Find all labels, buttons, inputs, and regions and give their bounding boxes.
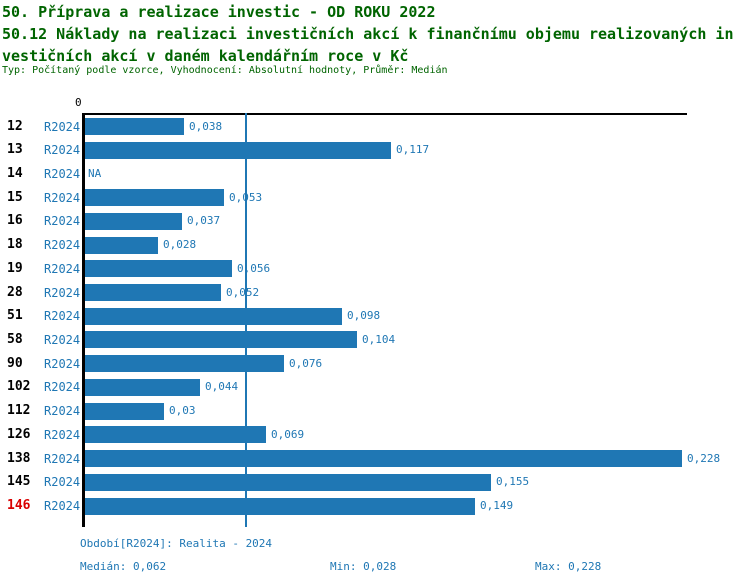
value-label: 0,053 <box>229 190 263 204</box>
period-label: R2024 <box>44 214 81 229</box>
category-label: 12 <box>7 118 23 134</box>
period-label: R2024 <box>44 499 81 514</box>
chart-meta: Typ: Počítaný podle vzorce, Vyhodnocení:… <box>2 65 448 76</box>
value-label: 0,228 <box>687 451 721 465</box>
period-label: R2024 <box>44 451 81 466</box>
period-label: R2024 <box>44 238 81 253</box>
bar <box>85 473 491 491</box>
x-axis-line <box>84 113 687 115</box>
bar <box>85 118 184 135</box>
period-caption: Období[R2024]: Realita - 2024 <box>80 537 273 550</box>
value-label: 0,117 <box>396 143 430 157</box>
value-label: 0,044 <box>205 380 239 394</box>
bar <box>85 236 158 254</box>
bar <box>85 212 182 230</box>
value-label: 0,03 <box>169 404 196 418</box>
bar <box>85 497 475 515</box>
chart-subtitle-line2: vestičních akcí v daném kalendářním roce… <box>2 47 409 65</box>
category-label: 15 <box>7 189 23 205</box>
category-label: 16 <box>7 213 23 229</box>
bar <box>85 450 682 468</box>
category-label: 90 <box>7 355 23 371</box>
median-stat: Medián: 0,062 <box>80 560 167 573</box>
category-label: 146 <box>7 498 31 514</box>
category-label: 145 <box>7 474 31 490</box>
period-label: R2024 <box>44 475 81 490</box>
bar <box>85 331 357 349</box>
bar <box>85 426 266 444</box>
category-label: 112 <box>7 403 31 419</box>
value-label: 0,056 <box>237 261 271 275</box>
category-label: 28 <box>7 284 23 300</box>
period-label: R2024 <box>44 356 81 371</box>
bar <box>85 355 284 373</box>
category-label: 51 <box>7 308 23 324</box>
value-label: 0,069 <box>271 427 305 441</box>
category-label: 18 <box>7 237 23 253</box>
period-label: R2024 <box>44 404 81 419</box>
period-label: R2024 <box>44 166 81 181</box>
category-label: 13 <box>7 142 23 158</box>
value-label: 0,052 <box>226 285 260 299</box>
bar <box>85 378 200 396</box>
y-axis-line <box>82 113 85 527</box>
period-label: R2024 <box>44 332 81 347</box>
category-label: 102 <box>7 379 31 395</box>
chart-subtitle-line1: 50.12 Náklady na realizaci investičních … <box>2 25 734 43</box>
period-label: R2024 <box>44 380 81 395</box>
category-label: 19 <box>7 260 23 276</box>
value-label: 0,076 <box>289 356 323 370</box>
axis-zero-label: 0 <box>75 96 82 109</box>
period-label: R2024 <box>44 190 81 205</box>
category-label: 126 <box>7 426 31 442</box>
category-label: 138 <box>7 450 31 466</box>
value-label: 0,155 <box>496 475 530 489</box>
na-label: NA <box>88 166 102 180</box>
chart-title: 50. Příprava a realizace investic - OD R… <box>2 3 436 21</box>
value-label: 0,098 <box>347 309 381 323</box>
period-label: R2024 <box>44 427 81 442</box>
bar <box>85 189 224 207</box>
value-label: 0,038 <box>189 119 223 133</box>
min-stat: Min: 0,028 <box>330 560 397 573</box>
category-label: 58 <box>7 331 23 347</box>
max-stat: Max: 0,228 <box>535 560 602 573</box>
bar <box>85 260 232 278</box>
value-label: 0,104 <box>362 332 396 346</box>
bar <box>85 284 221 302</box>
bar <box>85 141 391 159</box>
bar <box>85 307 342 325</box>
period-label: R2024 <box>44 309 81 324</box>
period-label: R2024 <box>44 285 81 300</box>
period-label: R2024 <box>44 261 81 276</box>
value-label: 0,028 <box>163 238 197 252</box>
category-label: 14 <box>7 165 23 181</box>
period-label: R2024 <box>44 119 81 134</box>
value-label: 0,149 <box>480 499 514 513</box>
bar <box>85 402 164 420</box>
value-label: 0,037 <box>187 214 221 228</box>
period-label: R2024 <box>44 143 81 158</box>
